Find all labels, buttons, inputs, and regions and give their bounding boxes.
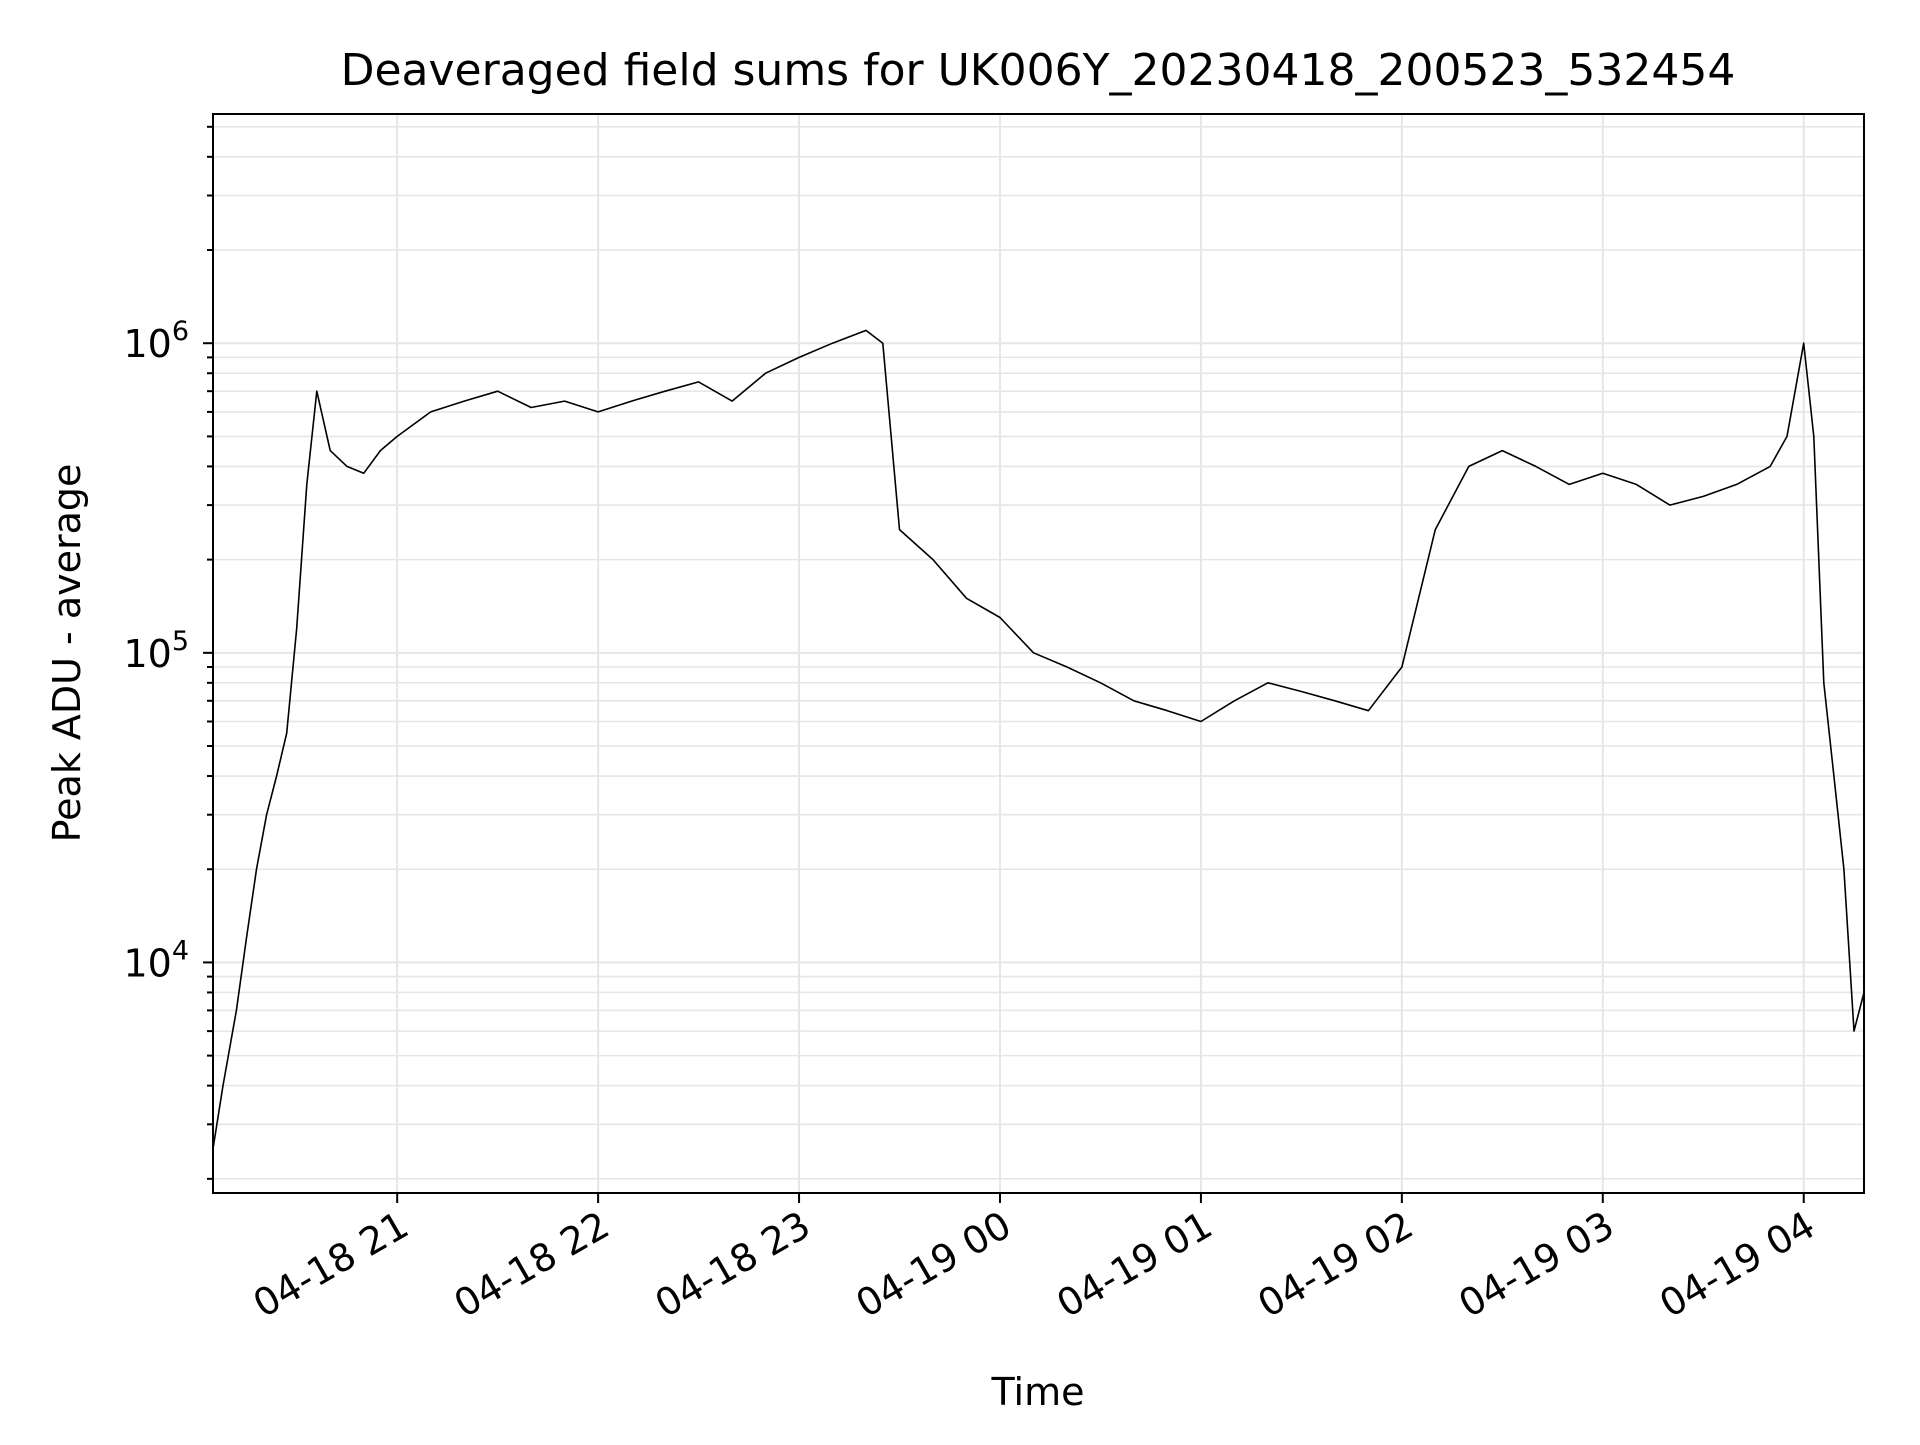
y-tick-label: 106 [123,316,189,366]
y-tick-label-base: 10 [123,632,171,676]
x-tick-label: 04-18 23 [648,1203,818,1327]
x-tick-label: 04-19 03 [1451,1203,1621,1327]
x-tick-label: 04-18 22 [447,1203,617,1327]
x-tick-label: 04-19 04 [1652,1203,1822,1327]
y-tick-label-base: 10 [123,322,171,366]
chart-title: Deaveraged field sums for UK006Y_2023041… [341,45,1736,96]
y-tick-label-exponent: 6 [172,316,189,347]
x-axis-label: Time [991,1370,1085,1414]
series-layer [212,329,1865,1149]
x-tick-label: 04-19 01 [1049,1203,1219,1327]
x-tick-label: 04-18 21 [246,1203,416,1327]
x-tick-label: 04-19 00 [849,1203,1019,1327]
data-series-line [212,329,1865,1149]
y-tick-label: 104 [123,935,189,985]
y-tick-label-exponent: 5 [172,626,189,657]
x-tick-label: 04-19 02 [1250,1203,1420,1327]
y-axis-label: Peak ADU - average [45,464,89,843]
y-tick-label: 105 [123,626,189,676]
grid-lines [213,114,1864,1193]
y-tick-label-exponent: 4 [172,935,189,966]
y-tick-label-base: 10 [123,941,171,985]
